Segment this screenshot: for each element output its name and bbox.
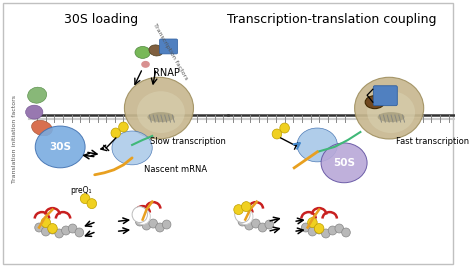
Circle shape bbox=[241, 202, 251, 211]
Ellipse shape bbox=[35, 126, 85, 168]
Ellipse shape bbox=[321, 143, 367, 183]
Text: preQ₁: preQ₁ bbox=[71, 186, 92, 195]
Ellipse shape bbox=[147, 112, 174, 122]
Circle shape bbox=[335, 224, 344, 233]
Ellipse shape bbox=[378, 112, 404, 122]
Circle shape bbox=[62, 226, 70, 235]
Circle shape bbox=[265, 220, 273, 229]
Circle shape bbox=[272, 129, 282, 139]
Circle shape bbox=[80, 194, 90, 204]
Ellipse shape bbox=[26, 105, 43, 119]
FancyBboxPatch shape bbox=[374, 86, 397, 106]
Circle shape bbox=[149, 219, 157, 228]
Ellipse shape bbox=[27, 87, 46, 103]
Text: Translation initiation factors: Translation initiation factors bbox=[12, 95, 17, 183]
Circle shape bbox=[132, 207, 147, 222]
Circle shape bbox=[235, 207, 250, 222]
Circle shape bbox=[280, 123, 290, 133]
Ellipse shape bbox=[135, 46, 150, 58]
Ellipse shape bbox=[149, 45, 163, 56]
Circle shape bbox=[315, 225, 323, 234]
Circle shape bbox=[342, 228, 350, 237]
Text: RNAP: RNAP bbox=[153, 68, 180, 78]
Circle shape bbox=[35, 223, 44, 232]
Ellipse shape bbox=[367, 91, 415, 133]
Circle shape bbox=[142, 221, 151, 230]
Ellipse shape bbox=[355, 77, 424, 139]
Ellipse shape bbox=[141, 61, 150, 68]
Text: 50S: 50S bbox=[333, 158, 355, 168]
Ellipse shape bbox=[125, 77, 193, 139]
Text: 30S: 30S bbox=[49, 142, 71, 152]
Circle shape bbox=[321, 229, 330, 238]
Circle shape bbox=[41, 218, 51, 227]
Circle shape bbox=[308, 227, 317, 236]
FancyBboxPatch shape bbox=[159, 39, 178, 54]
Text: Nascent mRNA: Nascent mRNA bbox=[144, 165, 207, 174]
Circle shape bbox=[87, 199, 97, 209]
Circle shape bbox=[135, 209, 150, 225]
Circle shape bbox=[258, 223, 267, 232]
Ellipse shape bbox=[297, 128, 337, 162]
Circle shape bbox=[111, 128, 120, 138]
Ellipse shape bbox=[365, 96, 384, 109]
Text: Transcription-translation coupling: Transcription-translation coupling bbox=[227, 13, 437, 26]
Circle shape bbox=[155, 223, 164, 232]
Text: 30S loading: 30S loading bbox=[64, 13, 138, 26]
Circle shape bbox=[237, 209, 253, 225]
FancyBboxPatch shape bbox=[3, 3, 454, 264]
Text: Transcription factors: Transcription factors bbox=[152, 23, 189, 81]
Circle shape bbox=[118, 122, 128, 132]
Ellipse shape bbox=[112, 131, 152, 165]
Circle shape bbox=[48, 225, 57, 234]
Text: Slow transcription: Slow transcription bbox=[150, 138, 226, 147]
Ellipse shape bbox=[137, 91, 185, 133]
Ellipse shape bbox=[32, 120, 52, 136]
Circle shape bbox=[75, 228, 84, 237]
Circle shape bbox=[41, 227, 50, 236]
Circle shape bbox=[238, 217, 247, 226]
Circle shape bbox=[314, 223, 324, 233]
Circle shape bbox=[308, 218, 317, 227]
Circle shape bbox=[328, 226, 337, 235]
Circle shape bbox=[245, 221, 254, 230]
Text: Fast transcription: Fast transcription bbox=[396, 138, 469, 147]
Circle shape bbox=[48, 223, 57, 233]
Circle shape bbox=[162, 220, 171, 229]
Circle shape bbox=[55, 229, 64, 238]
Circle shape bbox=[301, 223, 310, 232]
Circle shape bbox=[68, 224, 77, 233]
Circle shape bbox=[234, 205, 243, 215]
Circle shape bbox=[252, 219, 260, 228]
Circle shape bbox=[136, 217, 144, 226]
